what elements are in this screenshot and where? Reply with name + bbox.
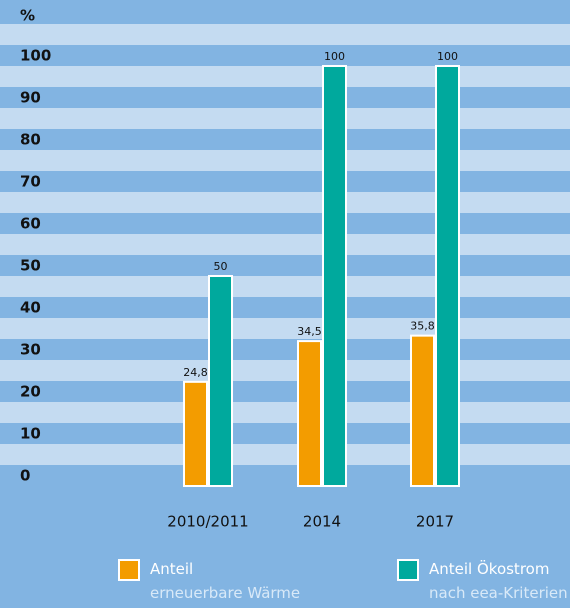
bar [208,275,233,487]
legend-label: Anteil erneuerbare Wärme [150,560,301,602]
stripe [0,318,570,339]
legend-label: Anteil Ökostrom nach eea-Kriterien [429,560,568,602]
x-tick-label: 2010/2011 [167,513,248,531]
y-tick-label: 50 [20,257,41,275]
legend-swatch [397,559,419,581]
y-tick-label: 60 [20,215,41,233]
legend-swatch [118,559,140,581]
data-label: 100 [437,50,458,63]
bar [322,65,347,487]
y-tick-label: 70 [20,173,41,191]
stripe [0,444,570,465]
y-tick-label: 40 [20,299,41,317]
stripe [0,402,570,423]
y-tick-label: 90 [20,89,41,107]
y-tick-label: 20 [20,383,41,401]
stripe [0,66,570,87]
x-tick-label: 2014 [303,513,341,531]
y-tick-label: 30 [20,341,41,359]
bar [435,65,460,487]
bar [183,380,208,487]
data-label: 24,8 [183,366,208,379]
data-label: 50 [214,260,228,273]
bar [410,334,435,488]
data-label: 34,5 [297,325,322,338]
stripe [0,360,570,381]
x-tick-label: 2017 [416,513,454,531]
data-label: 35,8 [410,320,435,333]
y-tick-label: 10 [20,425,41,443]
stripe [0,24,570,45]
y-tick-label: 80 [20,131,41,149]
y-axis-label: % [20,7,35,25]
data-label: 100 [324,50,345,63]
stripe [0,276,570,297]
y-tick-label: 0 [20,467,30,485]
y-tick-label: 100 [20,47,51,65]
bar [297,340,322,487]
stripe [0,150,570,171]
stripe [0,108,570,129]
stripe [0,234,570,255]
stripe [0,192,570,213]
